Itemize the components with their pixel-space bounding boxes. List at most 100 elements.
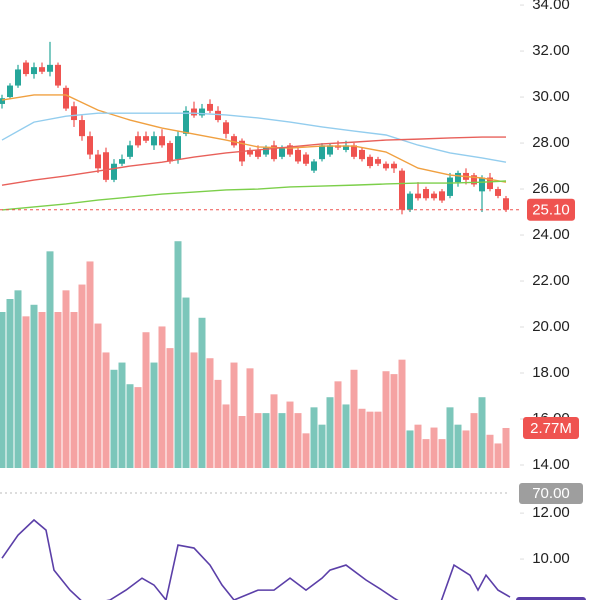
volume-bar xyxy=(334,381,342,468)
volume-bar xyxy=(86,261,94,468)
volume-bar xyxy=(206,358,214,468)
candle-body xyxy=(55,64,61,86)
y-tick-label: 24.00 xyxy=(532,226,570,243)
volume-bar xyxy=(0,312,6,468)
candle-body xyxy=(311,161,317,171)
volume-bar xyxy=(54,312,62,468)
volume-bar xyxy=(446,407,454,468)
candle-body xyxy=(431,193,437,199)
y-tick-label: 22.00 xyxy=(532,272,570,289)
volume-bar xyxy=(326,397,334,468)
candle-body xyxy=(39,67,45,72)
candle-body xyxy=(63,87,69,109)
volume-bar xyxy=(166,348,174,468)
volume-layer xyxy=(0,241,510,468)
candle-body xyxy=(247,149,253,155)
volume-bar xyxy=(6,299,14,468)
moving-average xyxy=(1,112,507,163)
volume-bar xyxy=(462,430,470,468)
volume-bar xyxy=(190,352,198,468)
y-tick-label: 32.00 xyxy=(532,42,570,59)
y-tick-label: 20.00 xyxy=(532,318,570,335)
last-price-badge xyxy=(527,198,575,221)
volume-bar xyxy=(22,316,30,468)
volume-bar xyxy=(494,443,502,468)
candle-body xyxy=(87,136,93,155)
candle-body xyxy=(423,189,429,199)
volume-bar xyxy=(278,413,286,468)
volume-bar xyxy=(406,430,414,468)
candle-body xyxy=(95,154,101,169)
candle-body xyxy=(207,103,213,111)
volume-bar xyxy=(134,387,142,468)
candle-body xyxy=(119,159,125,164)
candle-body xyxy=(215,110,221,121)
volume-bar xyxy=(422,439,430,468)
volume-bar xyxy=(382,371,390,468)
indicator-line xyxy=(1,518,511,600)
y-tick-label: 10.00 xyxy=(532,550,570,567)
y-tick-label: 14.00 xyxy=(532,456,570,473)
volume-bar xyxy=(230,362,238,468)
candle-body xyxy=(367,156,373,167)
volume-bar xyxy=(118,362,126,468)
candle-body xyxy=(303,154,309,164)
volume-bar xyxy=(62,290,70,468)
candle-body xyxy=(399,170,405,210)
candle-body xyxy=(279,147,285,157)
candle-body xyxy=(471,175,477,185)
candle-body xyxy=(407,193,413,210)
candle-body xyxy=(415,193,421,199)
candle-body xyxy=(223,122,229,134)
candle-body xyxy=(343,145,349,150)
last-volume-badge xyxy=(523,416,579,439)
volume-bar xyxy=(398,359,406,468)
candle-body xyxy=(31,67,37,75)
indicator-badge xyxy=(516,597,586,600)
candle-body xyxy=(135,136,141,146)
volume-bar xyxy=(30,304,38,468)
volume-bar xyxy=(350,369,358,468)
y-tick-label: 12.00 xyxy=(532,504,570,521)
volume-bar xyxy=(142,332,150,468)
candle-body xyxy=(351,145,357,157)
candle-body xyxy=(327,145,333,155)
candle-body xyxy=(23,62,29,75)
volume-bar xyxy=(102,352,110,468)
last-price-badge-label: 25.10 xyxy=(532,202,570,219)
volume-bar xyxy=(270,394,278,468)
volume-bar xyxy=(438,439,446,468)
candle-body xyxy=(319,145,325,160)
y-tick-label: 28.00 xyxy=(532,134,570,151)
candle-body xyxy=(199,108,205,116)
volume-bar xyxy=(246,368,254,468)
volume-bar xyxy=(14,290,22,468)
volume-bar xyxy=(78,284,86,468)
candle-body xyxy=(7,85,13,98)
candle-body xyxy=(455,172,461,183)
volume-bar xyxy=(502,427,510,468)
volume-bar xyxy=(70,312,78,468)
volume-bar xyxy=(430,427,438,468)
volume-bar xyxy=(150,362,158,468)
volume-bar xyxy=(342,404,350,468)
volume-bar xyxy=(158,326,166,468)
volume-bar xyxy=(238,416,246,468)
last-volume-badge-label: 2.77M xyxy=(530,420,572,437)
volume-bar xyxy=(214,379,222,468)
candle-body xyxy=(143,136,149,141)
volume-bar xyxy=(366,411,374,468)
candle-body xyxy=(231,136,237,146)
volume-bar xyxy=(38,312,46,468)
volume-bar xyxy=(174,241,182,468)
level-badge-label: 70.00 xyxy=(532,485,570,502)
candle-body xyxy=(487,177,493,190)
y-tick-label: 26.00 xyxy=(532,180,570,197)
candle-body xyxy=(271,145,277,160)
y-tick-label: 34.00 xyxy=(532,0,570,13)
candle-body xyxy=(479,177,485,192)
candle-body xyxy=(111,163,117,180)
volume-bar xyxy=(198,317,206,468)
candle-body xyxy=(295,149,301,162)
candle-body xyxy=(391,163,397,169)
